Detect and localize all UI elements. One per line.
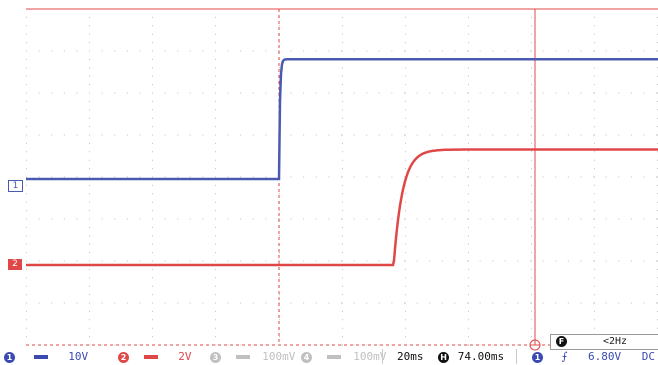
ch4-number-icon: 4 bbox=[301, 352, 312, 363]
timebase-settings[interactable]: 20ms H 74.00ms bbox=[397, 350, 504, 364]
ch2-ground-marker[interactable]: 2 bbox=[8, 259, 22, 270]
divider bbox=[382, 349, 383, 364]
trigger-settings[interactable]: 1 ⨍ 6.80V DC bbox=[532, 350, 655, 364]
status-bar: 1 10V 2 2V 3 100mV 4 100mV 20ms H 74.00m… bbox=[0, 347, 658, 365]
ch1-trace bbox=[26, 58, 658, 181]
ch1-number-icon: 1 bbox=[4, 352, 15, 363]
ch3-scale: 100mV bbox=[262, 350, 296, 363]
trigger-coupling: DC bbox=[641, 350, 655, 363]
trigger-source-icon: 1 bbox=[532, 352, 543, 363]
ch4-scale: 100mV bbox=[353, 350, 387, 363]
ch3-coupling-icon bbox=[235, 355, 250, 359]
ch3-number-icon: 3 bbox=[210, 352, 221, 363]
ch2-coupling-icon bbox=[143, 355, 158, 359]
trigger-position-icon[interactable] bbox=[529, 339, 541, 351]
ch2-marker-label: 2 bbox=[12, 259, 18, 269]
rising-edge-icon: ⨍ bbox=[561, 350, 568, 363]
ch2-number-icon: 2 bbox=[118, 352, 129, 363]
ch4-settings[interactable]: 4 100mV bbox=[301, 350, 386, 364]
delay-icon: H bbox=[438, 352, 450, 363]
ch2-trace bbox=[26, 148, 658, 267]
frequency-value: <2Hz bbox=[603, 336, 628, 347]
divider bbox=[516, 349, 517, 364]
trigger-level: 6.80V bbox=[587, 350, 622, 363]
ch1-scale: 10V bbox=[68, 350, 89, 363]
ch4-coupling-icon bbox=[326, 355, 341, 359]
ch1-settings[interactable]: 1 10V bbox=[4, 350, 88, 364]
timebase-delay: 74.00ms bbox=[457, 350, 505, 363]
ch2-settings[interactable]: 2 2V bbox=[118, 350, 192, 364]
ch1-coupling-icon bbox=[33, 355, 48, 359]
ch3-settings[interactable]: 3 100mV bbox=[210, 350, 295, 364]
ch2-scale: 2V bbox=[178, 350, 192, 363]
ch1-ground-marker[interactable]: 1 bbox=[8, 180, 23, 192]
frequency-counter[interactable]: F <2Hz bbox=[550, 334, 658, 350]
frequency-icon: F bbox=[556, 336, 567, 347]
timebase-scale: 20ms bbox=[397, 350, 424, 363]
ch1-marker-label: 1 bbox=[12, 181, 19, 191]
